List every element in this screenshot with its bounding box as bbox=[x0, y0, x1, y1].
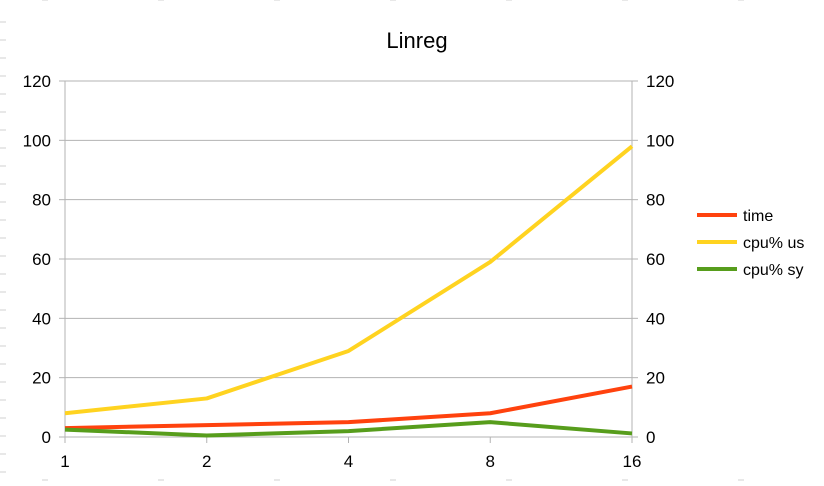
y-tick-label: 100 bbox=[23, 131, 51, 150]
y-tick-label: 120 bbox=[23, 72, 51, 91]
y2-tick-label: 40 bbox=[646, 309, 665, 328]
x-tick-label: 16 bbox=[623, 452, 642, 471]
y-tick-label: 0 bbox=[42, 428, 51, 447]
chart-title: Linreg bbox=[386, 28, 447, 53]
legend-label-time: time bbox=[743, 208, 773, 225]
legend-label-cpu-us: cpu% us bbox=[743, 235, 804, 252]
series-line-cpu-sy bbox=[64, 420, 633, 438]
series-lines bbox=[64, 144, 634, 438]
x-tick-label: 8 bbox=[486, 452, 495, 471]
frame-decoration bbox=[0, 0, 744, 481]
y2-tick-label: 120 bbox=[646, 72, 674, 91]
axes: 0 0 20 20 40 40 60 60 80 80 100 100 120 120 1 2 4 8 16 bbox=[23, 72, 675, 471]
x-tick-label: 2 bbox=[202, 452, 211, 471]
y2-tick-label: 60 bbox=[646, 250, 665, 269]
y-tick-label: 40 bbox=[32, 309, 51, 328]
y2-tick-label: 20 bbox=[646, 369, 665, 388]
series-line-time bbox=[64, 384, 633, 431]
gridlines bbox=[65, 80, 632, 438]
legend-label-cpu-sy: cpu% sy bbox=[743, 262, 803, 279]
y-tick-label: 20 bbox=[32, 369, 51, 388]
y2-tick-label: 0 bbox=[646, 428, 655, 447]
y-tick-label: 60 bbox=[32, 250, 51, 269]
x-tick-label: 4 bbox=[344, 452, 353, 471]
legend: time cpu% us cpu% sy bbox=[697, 208, 804, 279]
series-line-cpu-us bbox=[64, 144, 634, 416]
y2-tick-label: 80 bbox=[646, 191, 665, 210]
y-tick-label: 80 bbox=[32, 191, 51, 210]
x-tick-label: 1 bbox=[60, 452, 69, 471]
y2-tick-label: 100 bbox=[646, 131, 674, 150]
